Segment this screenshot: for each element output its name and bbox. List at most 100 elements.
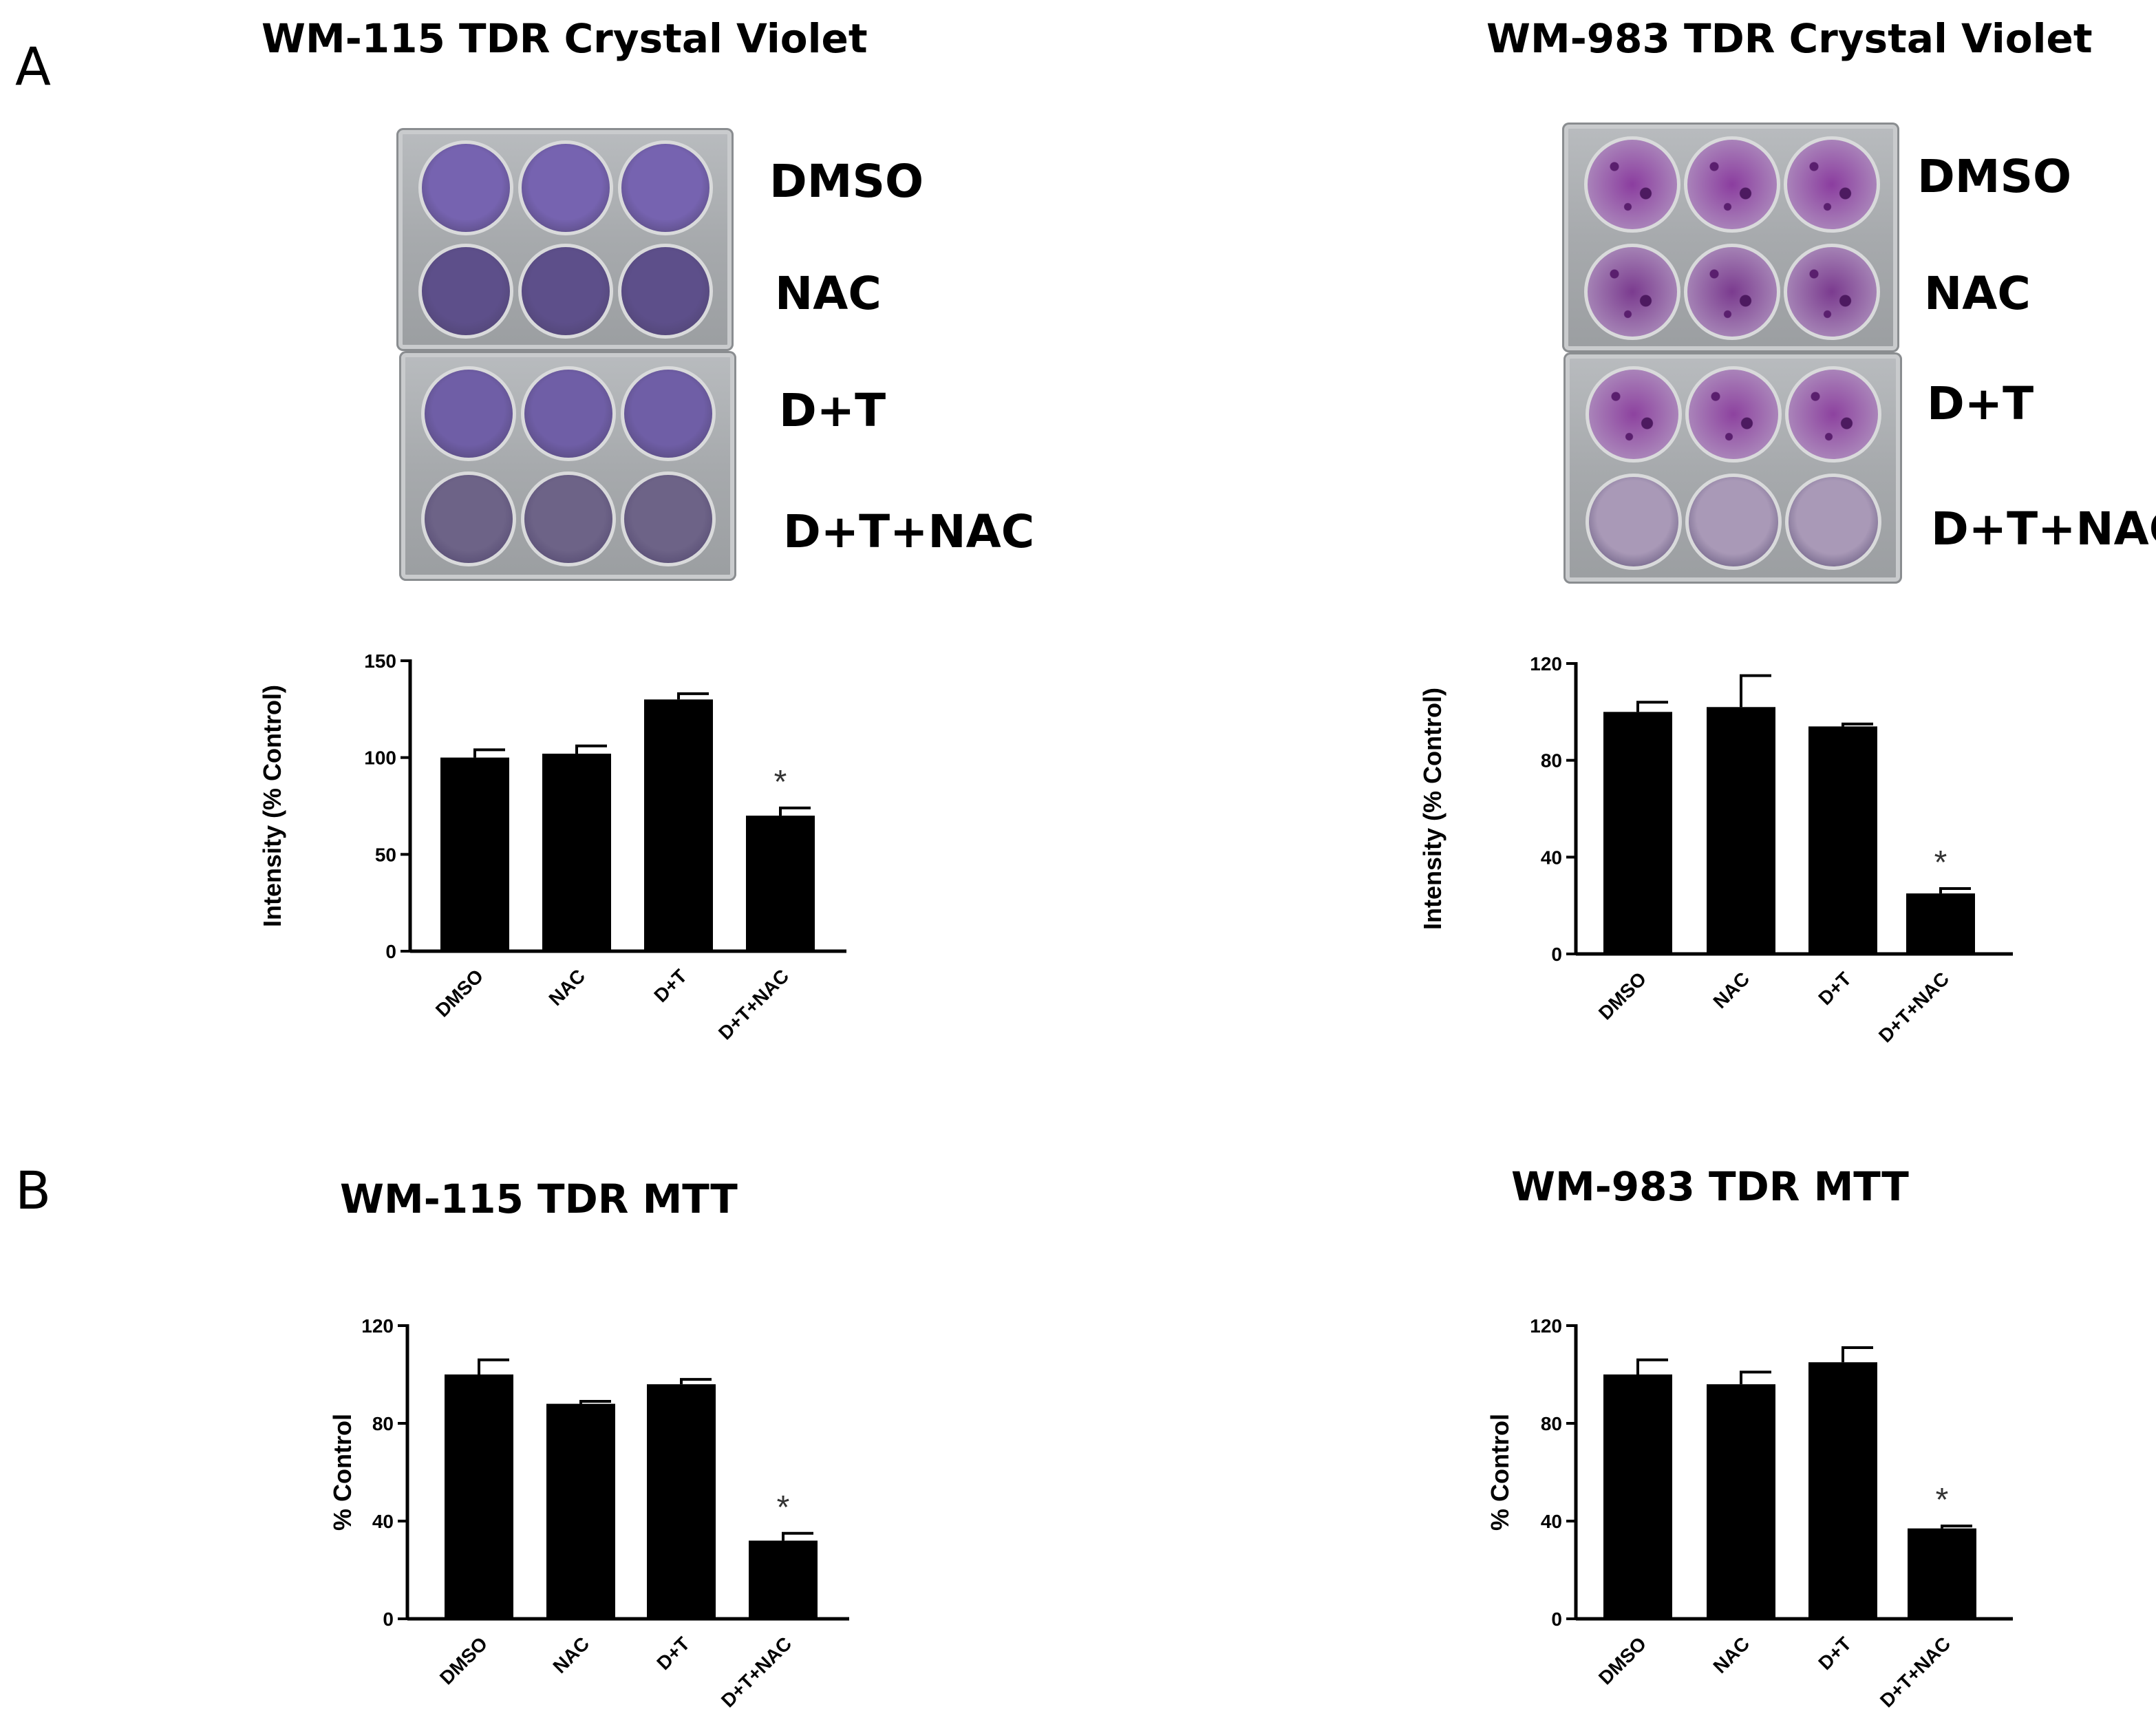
plate-wm115-bottom	[399, 351, 736, 581]
bar	[1603, 712, 1672, 954]
well	[521, 471, 616, 566]
x-tick-label: DMSO	[431, 965, 487, 1021]
bar	[749, 1540, 818, 1619]
y-tick-label: 0	[1551, 944, 1562, 965]
y-tick-label: 40	[372, 1511, 394, 1532]
y-tick-label: 80	[1541, 1413, 1562, 1434]
well	[1784, 244, 1880, 340]
plate-label-dt: D+T	[779, 384, 886, 437]
bar	[542, 754, 611, 951]
well	[1684, 244, 1780, 340]
well	[418, 244, 513, 339]
bar	[445, 1374, 513, 1619]
plate-label-dt: D+T	[1927, 377, 2034, 430]
y-tick-label: 80	[372, 1413, 394, 1434]
y-tick-label: 120	[1530, 653, 1562, 675]
x-tick-label: D+T+NAC	[714, 965, 793, 1043]
well	[421, 366, 516, 461]
x-tick-label: NAC	[1709, 1633, 1753, 1677]
well	[1586, 474, 1682, 570]
well	[1684, 136, 1780, 233]
bar	[644, 699, 713, 951]
y-tick-label: 0	[383, 1608, 394, 1630]
plate-title-wm983: WM-983 TDR Crystal Violet	[1486, 15, 2093, 62]
well	[618, 140, 713, 235]
significance-marker: *	[1934, 845, 1947, 881]
well	[421, 471, 516, 566]
bar	[746, 816, 815, 951]
y-tick-label: 120	[361, 1315, 394, 1337]
x-tick-label: NAC	[548, 1633, 593, 1677]
plate-wm983-bottom	[1563, 352, 1902, 584]
bar	[1707, 707, 1775, 954]
x-tick-label: DMSO	[1594, 1633, 1650, 1688]
chart-title-wm983-mtt: WM-983 TDR MTT	[1511, 1163, 1909, 1210]
plate-wm115-top	[396, 128, 734, 351]
y-tick-label: 0	[385, 941, 396, 962]
y-axis-label: % Control	[328, 1414, 356, 1531]
y-tick-label: 80	[1541, 750, 1562, 772]
bar	[1908, 1528, 1976, 1619]
well	[1584, 136, 1680, 233]
x-tick-label: D+T	[650, 965, 691, 1006]
well	[1584, 244, 1680, 340]
well	[521, 366, 616, 461]
y-tick-label: 40	[1541, 1511, 1562, 1532]
well	[1685, 474, 1782, 570]
panel-letter-a: A	[15, 36, 51, 97]
well	[621, 471, 716, 566]
well	[1685, 366, 1782, 463]
well	[618, 244, 713, 339]
plate-label-dtnac: D+T+NAC	[1931, 502, 2156, 555]
plate-wm983-top	[1562, 123, 1899, 352]
y-tick-label: 120	[1530, 1315, 1562, 1337]
y-tick-label: 150	[364, 650, 396, 672]
bar	[1906, 893, 1975, 954]
chart-title-wm115-mtt: WM-115 TDR MTT	[340, 1176, 738, 1222]
bar	[440, 757, 509, 951]
well	[418, 140, 513, 235]
x-tick-label: NAC	[544, 965, 589, 1010]
chart-wm115-crystal-violet: 0 50 100 150 Intensity (% Control) DMSO NAC D+T…	[258, 650, 846, 1044]
well	[1784, 136, 1880, 233]
y-axis-label: % Control	[1486, 1414, 1514, 1531]
bar	[647, 1384, 716, 1619]
y-axis-label: Intensity (% Control)	[258, 685, 286, 927]
x-tick-label: D+T	[1814, 1633, 1855, 1674]
y-tick-label: 100	[364, 747, 396, 769]
x-tick-label: D+T	[652, 1633, 694, 1674]
well	[1586, 366, 1682, 463]
bar	[546, 1403, 615, 1619]
bar	[1808, 1362, 1877, 1619]
well	[518, 244, 613, 339]
x-tick-label: D+T+NAC	[717, 1633, 796, 1711]
x-tick-label: NAC	[1709, 968, 1753, 1012]
chart-wm983-mtt: 0 40 80 120 % Control DMSO NAC D+T * D+T+NAC	[1486, 1315, 2013, 1712]
bar	[1808, 726, 1877, 954]
chart-wm983-crystal-violet: 0 40 80 120 Intensity (% Control) DMSO NAC D+T *…	[1418, 653, 2013, 1047]
well	[1785, 474, 1881, 570]
chart-wm115-mtt: 0 40 80 120 % Control DMSO NAC D+T * D+T+NAC	[328, 1315, 849, 1712]
plate-label-dmso: DMSO	[1917, 150, 2072, 203]
x-tick-label: D+T	[1814, 968, 1855, 1009]
x-tick-label: D+T+NAC	[1875, 968, 1953, 1046]
y-axis-label: Intensity (% Control)	[1418, 688, 1447, 930]
significance-marker: *	[1936, 1482, 1949, 1518]
well	[621, 366, 716, 461]
significance-marker: *	[774, 764, 787, 800]
x-tick-label: D+T+NAC	[1876, 1633, 1954, 1711]
y-tick-label: 0	[1551, 1608, 1562, 1630]
bar	[1603, 1374, 1672, 1619]
plate-label-dtnac: D+T+NAC	[783, 505, 1035, 558]
panel-letter-b: B	[15, 1160, 52, 1221]
plate-label-nac: NAC	[1924, 267, 2031, 320]
y-tick-label: 50	[375, 844, 396, 865]
significance-marker: *	[777, 1489, 790, 1526]
plate-label-dmso: DMSO	[769, 155, 924, 208]
well	[518, 140, 613, 235]
bar	[1707, 1384, 1775, 1619]
x-tick-label: DMSO	[436, 1633, 491, 1688]
x-tick-label: DMSO	[1594, 968, 1650, 1023]
well	[1785, 366, 1881, 463]
